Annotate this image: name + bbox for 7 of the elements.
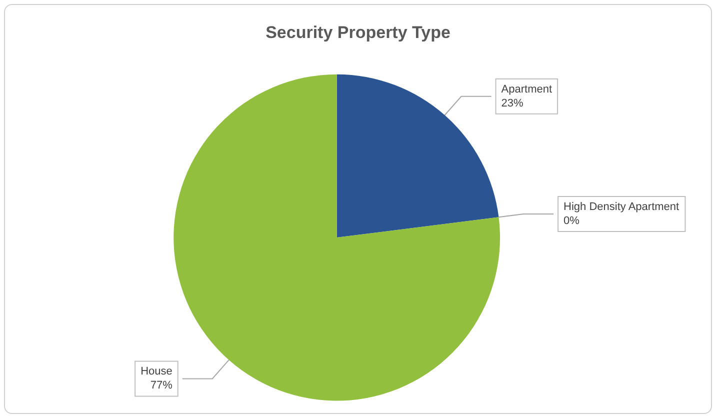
text: 0%	[564, 214, 580, 227]
slice-label: House	[140, 366, 172, 378]
category-label: High Density Apartment	[564, 200, 680, 213]
data-label: 23%	[501, 97, 524, 110]
slice-label: Apartment	[501, 83, 552, 96]
chart-title: Security Property Type	[266, 23, 450, 42]
data-label: 77%	[150, 380, 173, 392]
